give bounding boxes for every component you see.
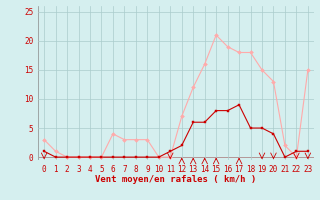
X-axis label: Vent moyen/en rafales ( km/h ): Vent moyen/en rafales ( km/h ) [95,175,257,184]
